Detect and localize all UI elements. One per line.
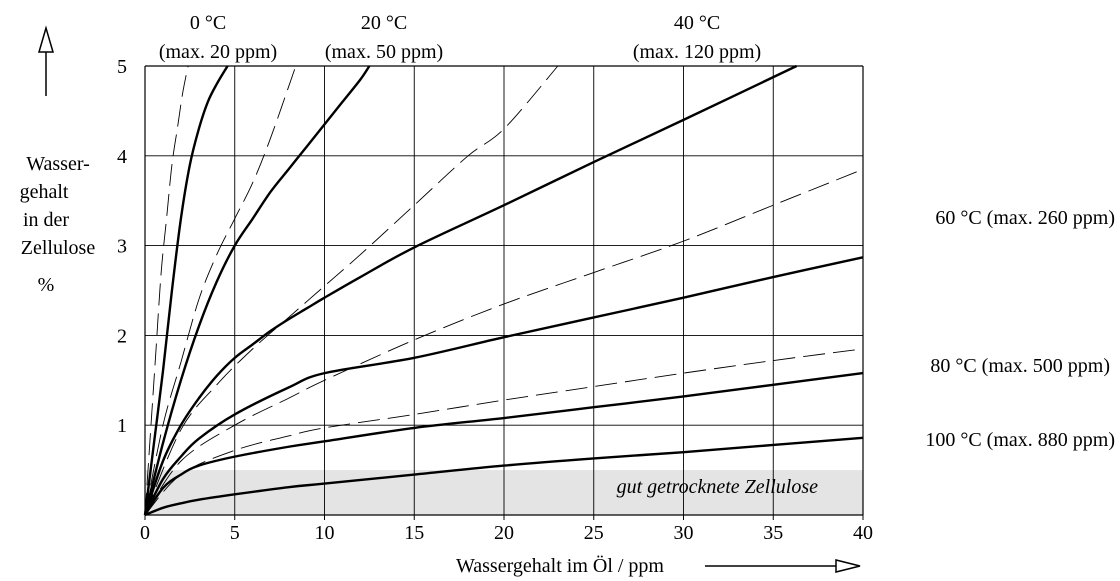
y-label-line-1: Wasser- <box>26 153 90 175</box>
y-tick-label-2: 2 <box>117 325 127 347</box>
series-label-0c-max: (max. 20 ppm) <box>159 41 277 63</box>
series-group <box>143 64 864 517</box>
solid-series-line-0 <box>143 65 229 516</box>
solid-series-line-1 <box>143 65 371 516</box>
grid <box>144 65 864 520</box>
series-label-80c: 80 °C (max. 500 ppm) <box>930 355 1110 377</box>
y-tick-label-5: 5 <box>117 56 127 78</box>
x-axis-arrow-icon <box>705 559 861 573</box>
solid-series-line-5 <box>144 436 864 517</box>
y-axis-label: Wasser- gehalt in der Zellulose % <box>20 153 96 296</box>
y-label-line-2: gehalt <box>20 181 69 203</box>
solid-series-line-2 <box>143 64 798 516</box>
dry-cellulose-label: gut getrocknete Zellulose <box>617 476 819 498</box>
dashed-series-line-9 <box>144 168 864 516</box>
y-axis-arrow-icon <box>38 25 54 96</box>
x-tick-label-10: 10 <box>315 522 335 544</box>
x-tick-label-25: 25 <box>584 522 604 544</box>
x-tick-label-15: 15 <box>404 522 424 544</box>
dashed-series-line-8 <box>144 65 559 516</box>
y-tick-label-3: 3 <box>117 236 127 258</box>
series-label-20c-max: (max. 50 ppm) <box>325 41 443 63</box>
dashed-series-line-7 <box>144 65 297 516</box>
series-label-40c-temp: 40 °C <box>674 12 720 34</box>
x-tick-label-5: 5 <box>230 522 240 544</box>
x-tick-label-40: 40 <box>853 522 873 544</box>
x-tick-label-35: 35 <box>763 522 783 544</box>
x-tick-labels: 0 5 10 15 20 25 30 35 40 <box>140 522 873 544</box>
solid-series-line-4 <box>143 371 864 516</box>
series-label-100c: 100 °C (max. 880 ppm) <box>925 429 1115 451</box>
series-label-60c: 60 °C (max. 260 ppm) <box>935 207 1115 229</box>
series-label-0c-temp: 0 °C <box>190 12 226 34</box>
x-tick-label-20: 20 <box>494 522 514 544</box>
dashed-series-line-6 <box>144 65 189 516</box>
y-label-line-4: Zellulose <box>21 237 96 259</box>
x-tick-label-0: 0 <box>140 522 150 544</box>
series-label-40c-max: (max. 120 ppm) <box>633 41 761 63</box>
x-tick-label-30: 30 <box>674 522 694 544</box>
y-label-unit: % <box>38 274 55 296</box>
y-tick-labels: 1 2 3 4 5 <box>117 56 127 437</box>
y-tick-label-1: 1 <box>117 415 127 437</box>
solid-series-line-3 <box>143 256 864 516</box>
dashed-series-line-10 <box>144 348 864 516</box>
series-labels: 0 °C (max. 20 ppm) 20 °C (max. 50 ppm) 4… <box>159 12 1115 451</box>
y-label-line-3: in der <box>23 209 69 231</box>
x-axis-label: Wassergehalt im Öl / ppm <box>456 554 664 577</box>
series-label-20c-temp: 20 °C <box>361 12 407 34</box>
y-tick-label-4: 4 <box>117 146 127 168</box>
